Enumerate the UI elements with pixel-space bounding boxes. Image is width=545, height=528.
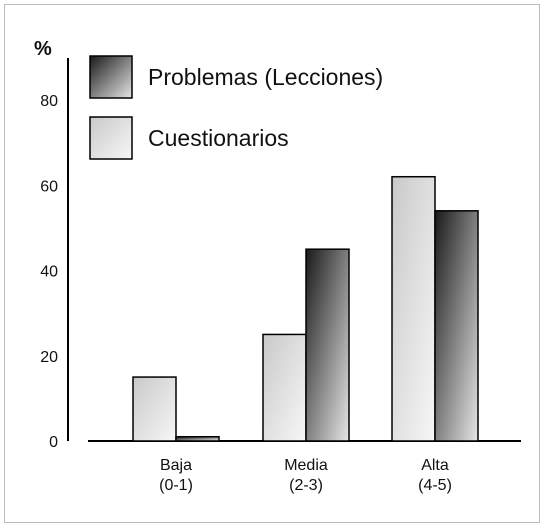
legend-swatch-problemas xyxy=(89,55,133,99)
legend-label-cuestionarios: Cuestionarios xyxy=(148,125,289,151)
category-label-line1: Media xyxy=(284,457,328,474)
y-tick-label: 0 xyxy=(49,434,58,451)
legend: Problemas (Lecciones) Cuestionarios xyxy=(89,55,383,160)
category-label-line2: (0-1) xyxy=(159,477,193,494)
bar-problemas-1 xyxy=(305,248,350,442)
bar-cuestionarios-2 xyxy=(391,175,436,442)
category-label-line2: (2-3) xyxy=(289,477,323,494)
y-tick-label: 80 xyxy=(40,93,58,110)
legend-label-problemas: Problemas (Lecciones) xyxy=(148,64,383,90)
category-label-line1: Baja xyxy=(160,457,192,474)
legend-swatch-cuestionarios xyxy=(89,116,133,160)
category-label-line2: (4-5) xyxy=(418,477,452,494)
y-tick-label: 60 xyxy=(40,178,58,195)
bars xyxy=(132,175,479,442)
bar-cuestionarios-1 xyxy=(262,333,307,442)
y-tick-labels: 0 20 40 60 80 xyxy=(40,93,58,451)
category-labels: Baja (0-1) Media (2-3) Alta (4-5) xyxy=(159,457,452,494)
bar-cuestionarios-0 xyxy=(132,376,177,442)
bar-problemas-2 xyxy=(434,210,479,442)
bar-problemas-0 xyxy=(175,435,220,442)
category-label-line1: Alta xyxy=(421,457,449,474)
y-tick-label: 40 xyxy=(40,264,58,281)
y-axis-label: % xyxy=(34,38,52,60)
y-tick-label: 20 xyxy=(40,349,58,366)
